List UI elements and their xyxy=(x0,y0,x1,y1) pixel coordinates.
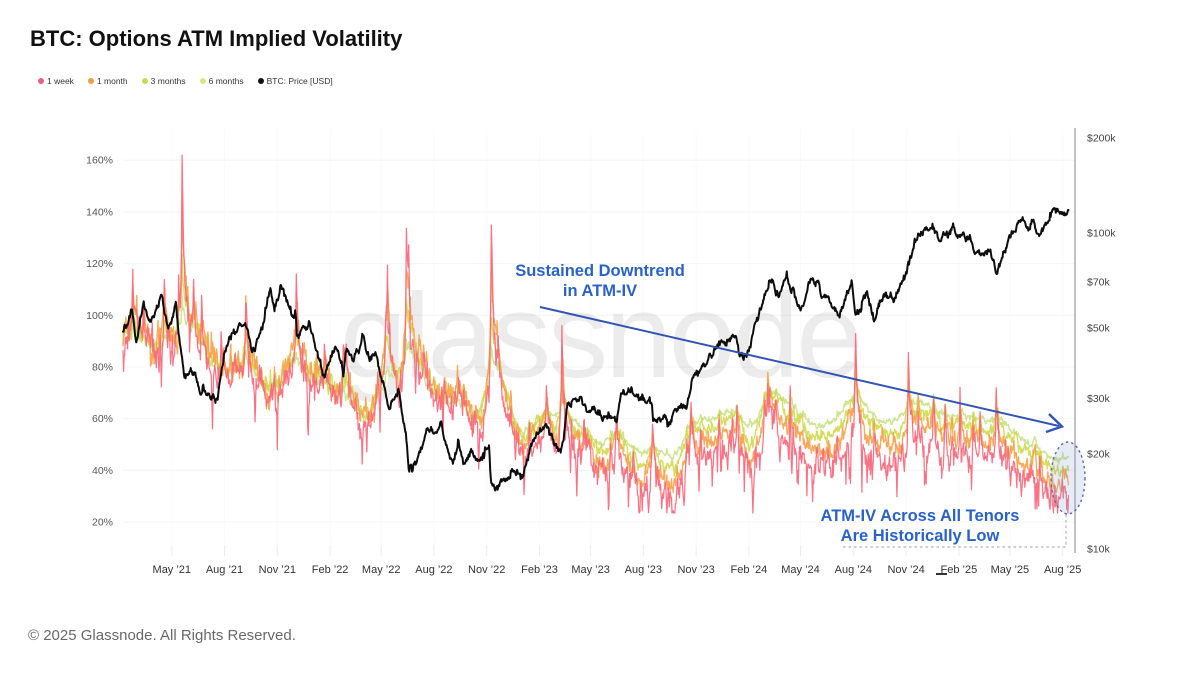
svg-text:120%: 120% xyxy=(86,258,113,270)
svg-text:in ATM-IV: in ATM-IV xyxy=(563,282,637,300)
svg-text:May ’24: May ’24 xyxy=(781,564,820,576)
svg-text:$100k: $100k xyxy=(1087,228,1116,240)
svg-text:$70k: $70k xyxy=(1087,277,1111,289)
svg-text:$200k: $200k xyxy=(1087,133,1116,145)
svg-text:60%: 60% xyxy=(92,413,113,425)
svg-text:160%: 160% xyxy=(86,155,113,167)
svg-text:$50k: $50k xyxy=(1087,323,1111,335)
svg-text:Nov ’22: Nov ’22 xyxy=(468,564,505,576)
svg-text:Feb ’25: Feb ’25 xyxy=(941,564,978,576)
svg-text:May ’23: May ’23 xyxy=(571,564,610,576)
svg-text:Aug ’25: Aug ’25 xyxy=(1044,564,1081,576)
svg-text:80%: 80% xyxy=(92,362,113,374)
svg-text:$30k: $30k xyxy=(1087,393,1111,405)
svg-text:Aug ’21: Aug ’21 xyxy=(206,564,243,576)
svg-text:20%: 20% xyxy=(92,517,113,529)
svg-text:May ’25: May ’25 xyxy=(991,564,1030,576)
svg-text:140%: 140% xyxy=(86,206,113,218)
svg-text:$20k: $20k xyxy=(1087,448,1111,460)
svg-text:Nov ’24: Nov ’24 xyxy=(887,564,924,576)
svg-text:100%: 100% xyxy=(86,310,113,322)
svg-text:Aug ’24: Aug ’24 xyxy=(835,564,872,576)
svg-text:Nov ’23: Nov ’23 xyxy=(677,564,714,576)
svg-text:Aug ’23: Aug ’23 xyxy=(625,564,662,576)
svg-text:Feb ’23: Feb ’23 xyxy=(521,564,558,576)
svg-text:May ’21: May ’21 xyxy=(153,564,192,576)
svg-text:Nov ’21: Nov ’21 xyxy=(259,564,296,576)
svg-text:Feb ’22: Feb ’22 xyxy=(312,564,349,576)
svg-text:Feb ’24: Feb ’24 xyxy=(731,564,768,576)
svg-text:ATM-IV Across All Tenors: ATM-IV Across All Tenors xyxy=(821,507,1020,525)
svg-text:Aug ’22: Aug ’22 xyxy=(415,564,452,576)
svg-text:Are Historically Low: Are Historically Low xyxy=(841,527,1000,545)
svg-text:Sustained Downtrend: Sustained Downtrend xyxy=(515,262,685,280)
svg-text:$10k: $10k xyxy=(1087,544,1111,556)
svg-text:40%: 40% xyxy=(92,465,113,477)
svg-text:May ’22: May ’22 xyxy=(362,564,401,576)
